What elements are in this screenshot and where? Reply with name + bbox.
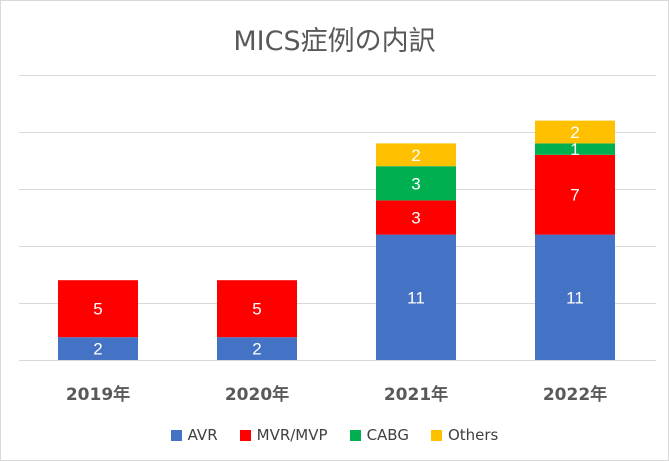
data-label: 2 [252,340,261,359]
data-label: 7 [570,186,579,205]
data-label: 11 [407,288,425,307]
data-label: 3 [411,174,420,193]
x-tick-label: 2020年 [225,384,289,405]
data-label: 2 [93,340,102,359]
x-axis-labels: 2019年 2020年 2021年 2022年 [66,384,607,405]
data-label: 3 [411,209,420,228]
data-label: 2 [411,146,420,165]
x-tick-label: 2021年 [384,384,448,405]
bar-segment-others [376,143,456,167]
bar-segment-avr [376,234,456,360]
legend-swatch [239,429,251,441]
x-tick-label: 2022年 [543,384,607,405]
data-label: 11 [566,288,584,307]
bar-segment-avr [217,337,297,360]
legend-swatch [170,429,182,441]
chart-title: MICS症例の内訳 [233,26,436,57]
bar-segment-avr [535,234,615,360]
bar-segment-cabg [376,166,456,201]
bar-segment-others [535,120,615,144]
legend-label: CABG [366,426,409,444]
legend-swatch [430,429,442,441]
x-tick-label: 2019年 [66,384,130,405]
bar-segment-cabg [535,143,615,155]
legend-label: AVR [187,426,218,444]
legend-label: MVR/MVP [256,426,328,444]
legend-item: CABG [349,426,409,444]
bar-segment-avr [58,337,138,360]
bar-segment-mvr-mvp [376,200,456,235]
legend: AVR MVR/MVP CABG Others [1,426,668,444]
legend-item: AVR [170,426,218,444]
data-label: 2 [570,123,579,142]
bar-segment-mvr-mvp [535,154,615,235]
data-label: 5 [252,300,261,319]
bar-segment-mvr-mvp [58,280,138,338]
legend-swatch [349,429,361,441]
data-label: 1 [570,140,579,159]
bar-segment-mvr-mvp [217,280,297,338]
legend-item: Others [430,426,499,444]
legend-item: MVR/MVP [239,426,328,444]
data-label: 5 [93,300,102,319]
legend-label: Others [447,426,499,444]
